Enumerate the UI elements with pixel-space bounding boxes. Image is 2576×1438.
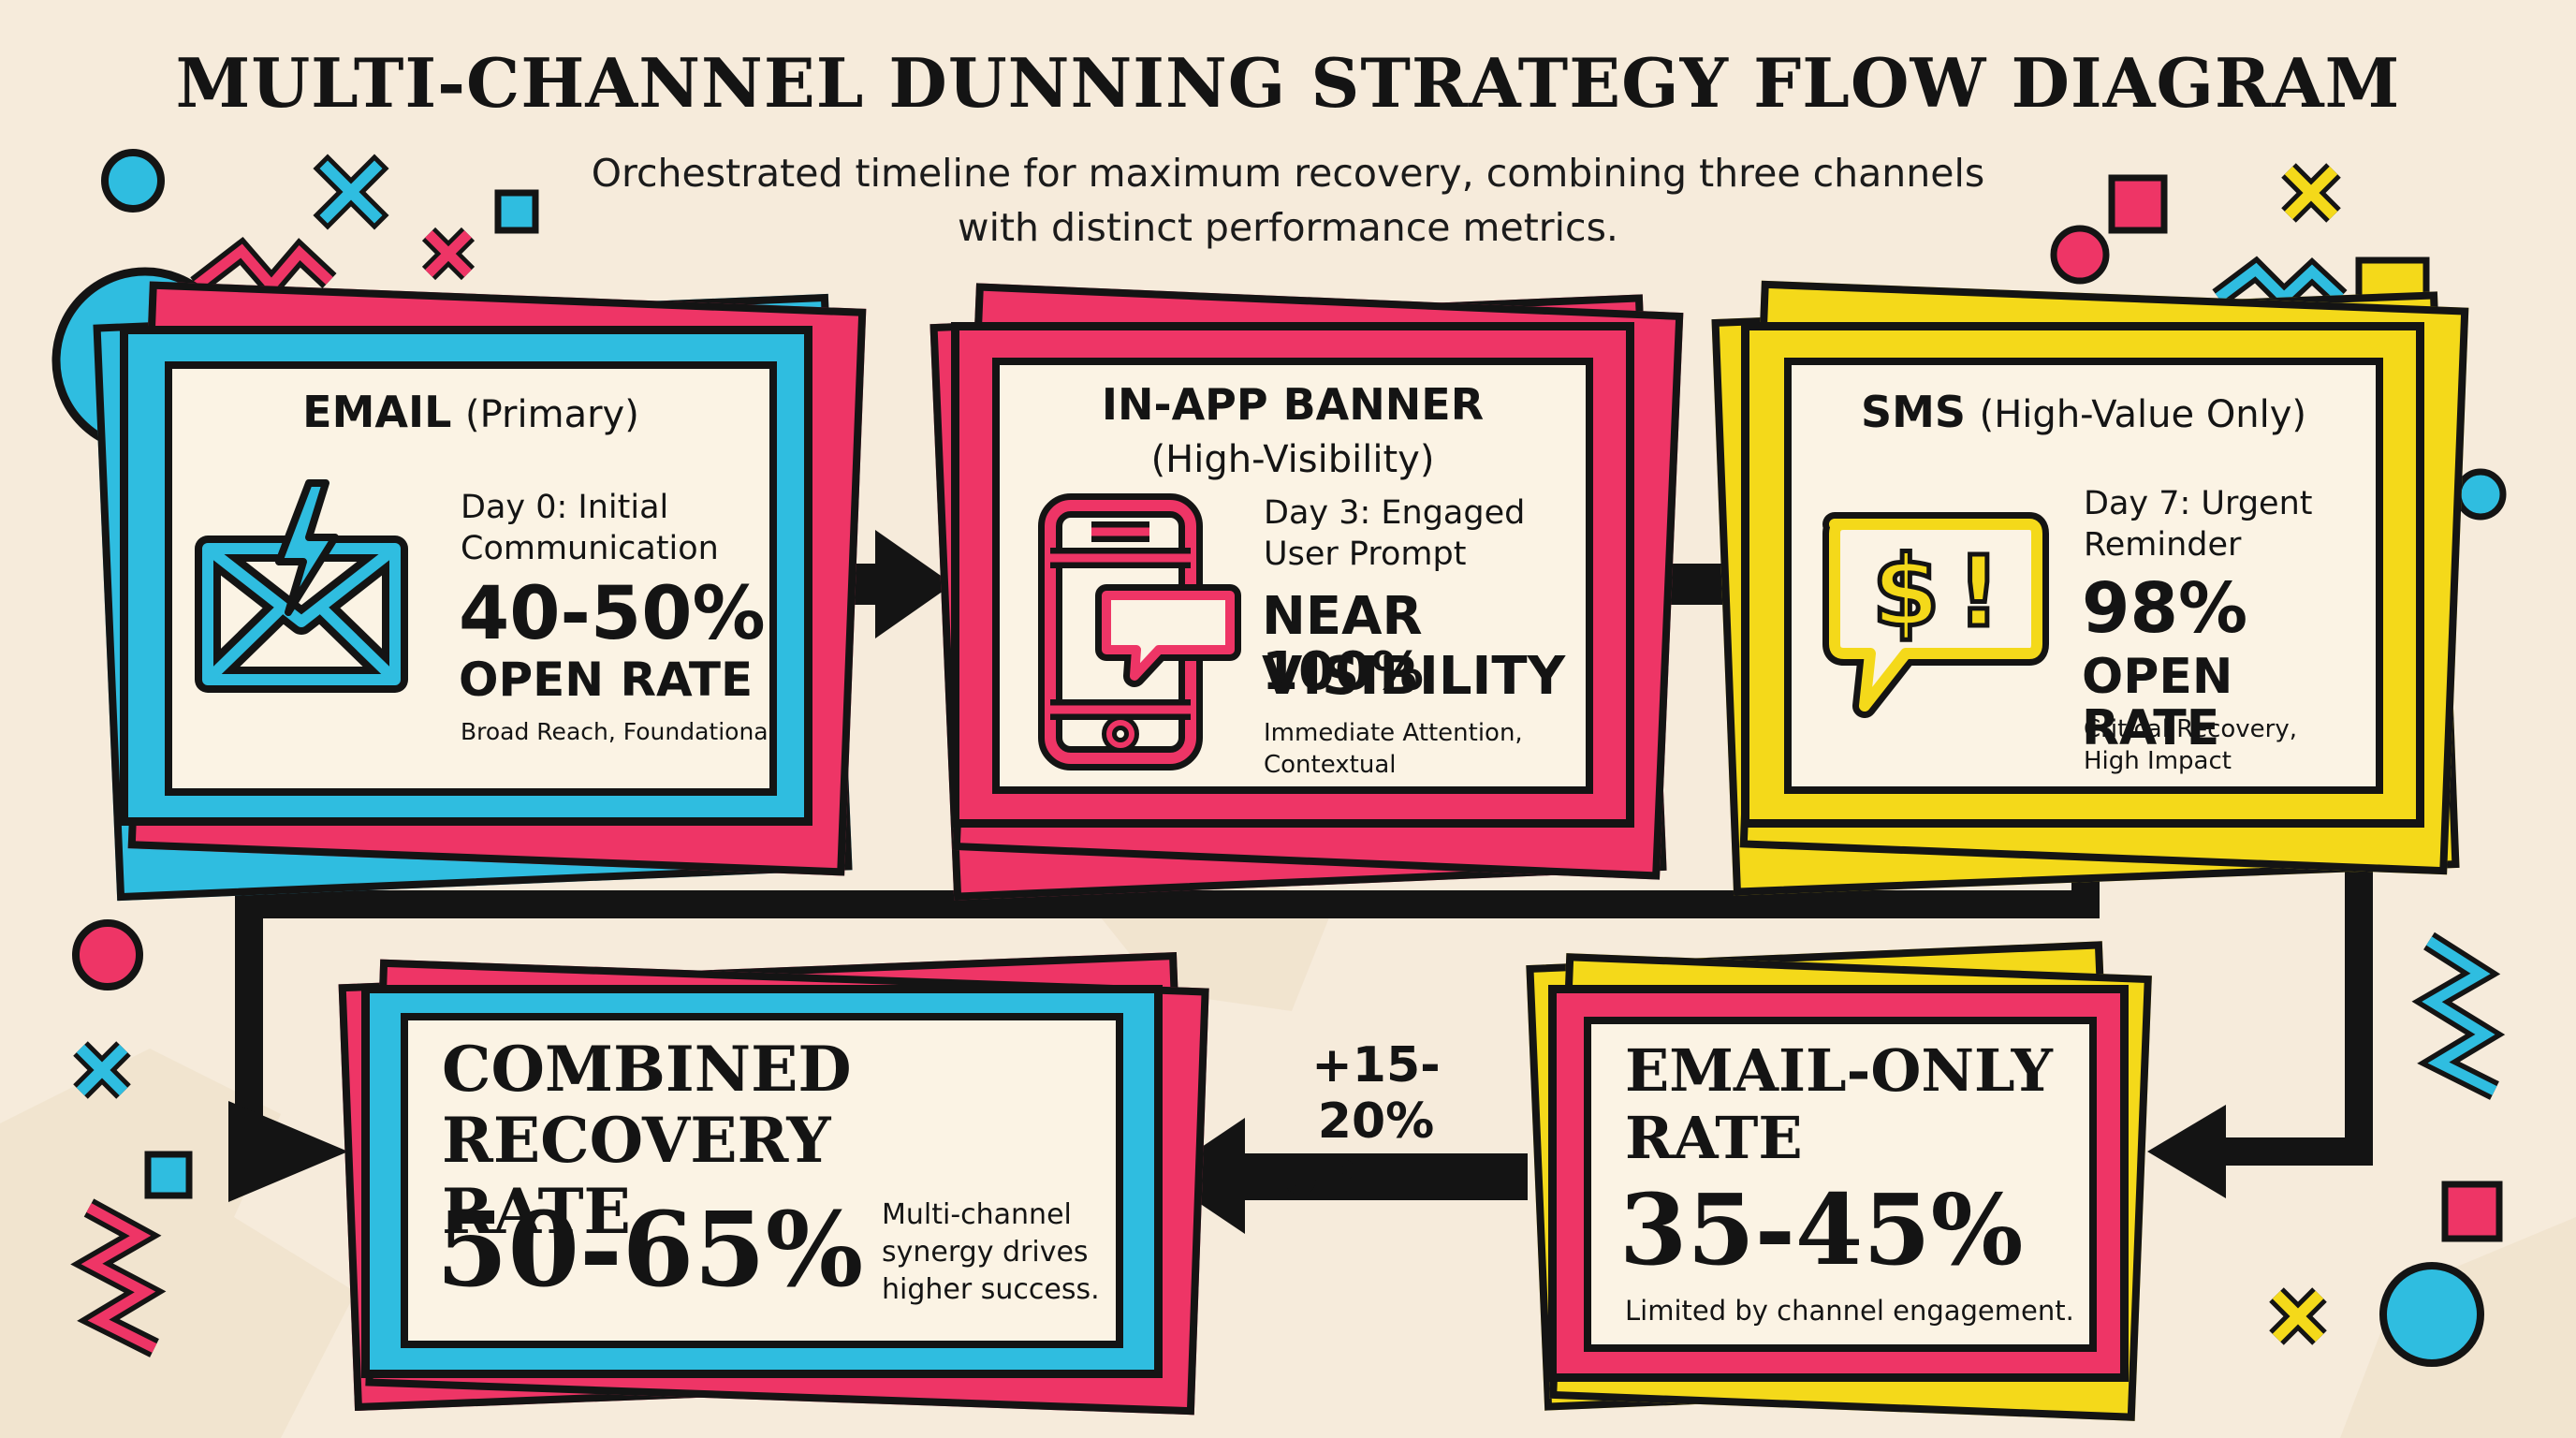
card-panel: EMAIL-ONLY RATE 35-45% Limited by channe… [1584,1017,2097,1352]
card-panel: EMAIL (Primary) Day 0: Initial Communica… [165,361,777,796]
channel-qualifier: (Primary) [465,393,639,436]
decor-square [2108,174,2168,234]
channel-metric-value: 98% [2082,568,2248,649]
channel-note: Critical Recovery, High Impact [2084,715,2298,775]
email-only-value: 35-45% [1619,1172,2024,1287]
channel-qualifier: (High-Visibility) [1150,438,1435,481]
channel-note: Immediate Attention, Contextual [1264,719,1523,779]
svg-text:!: ! [1956,535,2000,649]
channel-heading: EMAIL (Primary) [172,386,769,441]
channel-name: SMS [1860,387,1966,437]
decor-square [494,189,539,234]
uplift-label: +15-20% UPLIFT [1281,1037,1471,1206]
decor-circle [2050,225,2110,285]
channel-heading: SMS (High-Value Only) [1792,386,2376,441]
decor-square [2441,1181,2503,1242]
combined-note: Multi-channel synergy drives higher succ… [882,1198,1100,1306]
card-panel: COMBINED RECOVERY RATE 50-65% Multi-chan… [401,1013,1123,1348]
dollar-alert-speech-icon: $ ! [1822,512,2049,718]
card-panel: IN-APP BANNER (High-Visibility) Day 3: E… [992,358,1593,794]
email-only-note: Limited by channel engagement. [1625,1295,2074,1327]
decor-bottom-left [70,919,193,1357]
channel-metric-value: 40-50% [459,572,766,656]
channel-timing: Day 0: Initial Communication [461,489,719,567]
channel-heading: IN-APP BANNER (High-Visibility) [1000,378,1586,486]
envelope-lightning-icon [195,479,408,693]
combined-heading: COMBINED RECOVERY RATE [442,1033,852,1248]
channel-name: EMAIL [302,387,452,437]
card-panel: SMS (High-Value Only) $ ! Day 7: Urgent … [1784,358,2383,794]
channel-note: Broad Reach, Foundational [461,718,775,745]
channel-metric-value: NEAR 100% [1262,586,1425,702]
smartphone-chat-icon [1038,493,1241,770]
combined-value: 50-65% [436,1189,864,1310]
decor-circle [101,149,165,213]
channel-timing: Day 3: Engaged User Prompt [1264,494,1526,573]
channel-metric-label: OPEN RATE [459,653,754,707]
decor-circle [72,919,143,990]
decor-circle [2454,468,2507,521]
channel-timing: Day 7: Urgent Reminder [2084,485,2313,564]
svg-text:$: $ [1872,535,1939,649]
channel-qualifier: (High-Value Only) [1979,393,2307,436]
page-title: MULTI-CHANNEL DUNNING STRATEGY FLOW DIAG… [175,43,2401,123]
decor-square [144,1151,193,1199]
channel-metric-label: VISIBILITY [1262,646,1566,707]
email-only-heading: EMAIL-ONLY RATE [1625,1036,2053,1172]
channel-metric-label: OPEN RATE [2082,649,2233,756]
page-subtitle: Orchestrated timeline for maximum recove… [591,151,1985,250]
arrow-to-email-only [2147,841,2373,1198]
decor-bottom-right [2269,932,2506,1367]
decor-circle [2379,1262,2484,1367]
channel-name: IN-APP BANNER [1101,379,1485,430]
